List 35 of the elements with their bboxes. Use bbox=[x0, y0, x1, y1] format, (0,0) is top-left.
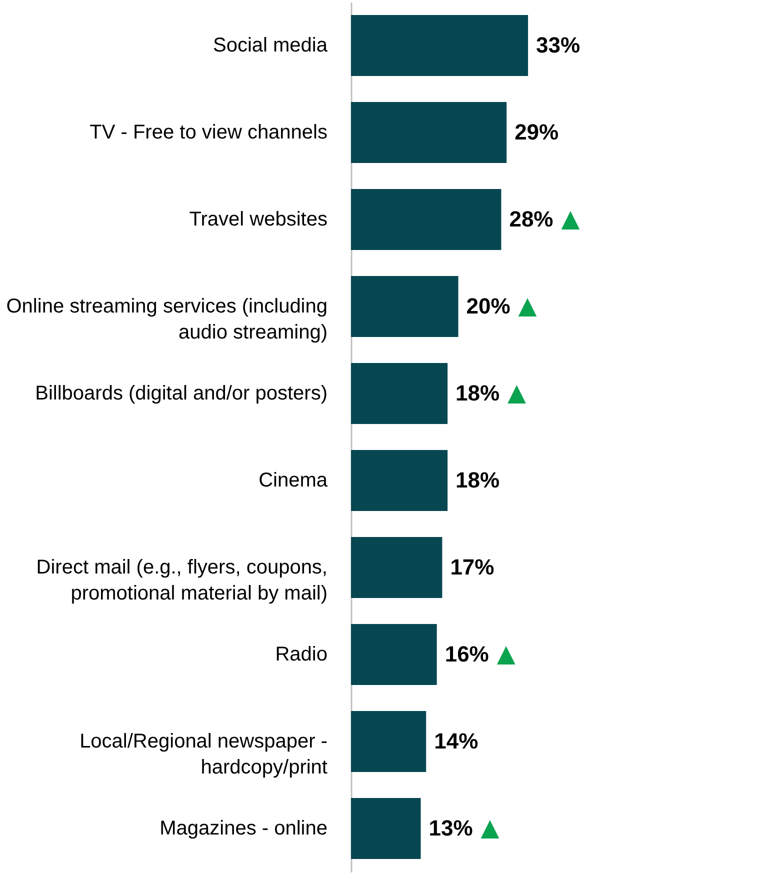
annotation: ▲ bbox=[496, 640, 516, 668]
data-label: 29% bbox=[514, 120, 559, 144]
bar bbox=[351, 102, 507, 163]
data-label: 14% bbox=[434, 728, 478, 754]
data-label: 13% bbox=[428, 816, 473, 840]
y-tick-label: Cinema bbox=[258, 470, 328, 492]
data-label: 28% bbox=[509, 206, 554, 232]
annotation: ▲ bbox=[518, 292, 538, 320]
bar bbox=[351, 363, 448, 424]
y-tick-label: Local/Regional newspaper - hardcopy/print bbox=[80, 730, 328, 778]
data-label: 18% bbox=[456, 380, 500, 406]
data-label: 18% bbox=[456, 468, 500, 492]
data-label: 33% bbox=[536, 32, 580, 58]
data-label: 20% bbox=[466, 294, 510, 318]
bar bbox=[351, 624, 437, 685]
y-tick-label: Travel websites bbox=[189, 208, 328, 230]
y-tick-label: Radio bbox=[275, 644, 328, 666]
annotation: ▲ bbox=[480, 814, 500, 842]
bar bbox=[351, 450, 448, 511]
data-label: 16% bbox=[444, 642, 489, 666]
y-tick-label: Social media bbox=[212, 34, 328, 56]
bar bbox=[351, 276, 458, 337]
bar bbox=[351, 15, 528, 76]
y-tick-label: TV - Free to view channels bbox=[90, 122, 328, 144]
data-label: 17% bbox=[450, 554, 494, 580]
y-tick-label: Online streaming services (including audio streaming) bbox=[6, 296, 328, 344]
bar bbox=[351, 537, 442, 598]
y-tick-label: Billboards (digital and/or posters) bbox=[35, 382, 328, 404]
bar bbox=[351, 711, 426, 772]
y-tick-label: Magazines - online bbox=[160, 818, 328, 840]
y-tick-label: Direct mail (e.g., flyers, coupons, promotional material by mail) bbox=[36, 556, 328, 604]
annotation: ▲ bbox=[561, 204, 580, 232]
bar bbox=[351, 189, 502, 250]
annotation: ▲ bbox=[508, 378, 527, 406]
bar bbox=[351, 798, 421, 859]
